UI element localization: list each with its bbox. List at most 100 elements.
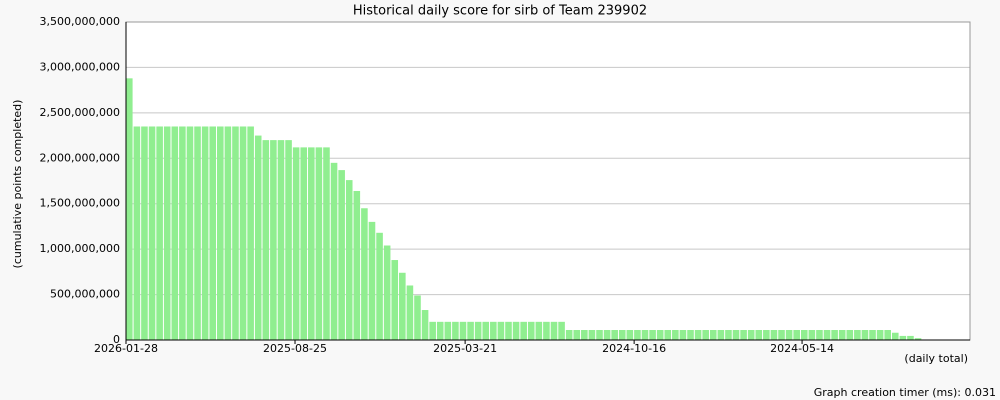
bar: [277, 140, 285, 340]
bar: [861, 330, 869, 340]
bar: [308, 147, 315, 340]
bar: [467, 321, 474, 340]
y-tick-label: 3,000,000,000: [40, 60, 120, 73]
bar: [262, 140, 270, 340]
bar: [361, 208, 368, 340]
bar: [452, 321, 459, 340]
bar: [391, 260, 399, 340]
bar: [634, 330, 641, 340]
bar: [429, 321, 436, 340]
bar: [201, 126, 209, 340]
bar: [854, 330, 861, 340]
bar: [414, 295, 421, 340]
bar: [755, 330, 763, 340]
bar: [126, 78, 133, 341]
bar: [725, 330, 732, 340]
bar: [490, 321, 497, 340]
bar: [778, 330, 785, 340]
bar: [679, 330, 687, 340]
bar: [687, 330, 694, 340]
bar: [770, 330, 778, 340]
footer: Graph creation timer (ms): 0.031: [814, 386, 996, 399]
bar: [186, 126, 194, 340]
bar: [914, 338, 922, 340]
bar: [543, 321, 550, 340]
bar: [505, 321, 512, 340]
x-tick-label: 2024-05-14: [770, 342, 834, 355]
y-tick-label: 2,500,000,000: [40, 106, 120, 119]
bar: [800, 330, 808, 340]
bar: [846, 330, 854, 340]
bar: [717, 330, 725, 340]
bar: [527, 321, 535, 340]
bar: [793, 330, 800, 340]
bar: [891, 332, 899, 340]
bar: [512, 321, 520, 340]
bar: [163, 126, 171, 340]
bar: [436, 321, 444, 340]
bar: [641, 330, 649, 340]
bar: [224, 126, 232, 340]
y-tick-label: 500,000,000: [50, 288, 120, 301]
bar: [603, 330, 611, 340]
bar: [209, 126, 217, 340]
bar: [535, 321, 543, 340]
bar: [838, 330, 846, 340]
bar: [141, 126, 148, 340]
bar: [899, 335, 907, 340]
bar: [156, 126, 163, 340]
y-tick-label: 3,500,000,000: [40, 15, 120, 28]
bar: [649, 330, 656, 340]
bar: [831, 330, 838, 340]
bar: [368, 221, 376, 340]
bar: [869, 330, 876, 340]
bar: [247, 126, 254, 340]
bar: [474, 321, 482, 340]
bar: [732, 330, 740, 340]
y-tick-label: 1,000,000,000: [40, 242, 120, 255]
bar: [588, 330, 596, 340]
bar: [747, 330, 755, 340]
bar: [702, 330, 709, 340]
bar: [300, 147, 308, 340]
bar: [171, 126, 179, 340]
bar: [232, 126, 239, 340]
bar: [709, 330, 717, 340]
bar: [876, 330, 884, 340]
y-axis-label: (cumulative points completed): [11, 100, 24, 269]
bar: [444, 321, 452, 340]
chart-title: Historical daily score for sirb of Team …: [353, 4, 647, 19]
bar: [239, 126, 247, 340]
bar: [270, 140, 277, 340]
bar: [292, 147, 300, 340]
bar: [596, 330, 603, 340]
bar: [664, 330, 672, 340]
bar: [217, 126, 224, 340]
bar: [581, 330, 588, 340]
bar: [148, 126, 156, 340]
bar: [520, 321, 527, 340]
y-tick-label: 1,500,000,000: [40, 197, 120, 210]
bar: [338, 170, 345, 340]
bar: [573, 330, 581, 340]
bar: [254, 135, 262, 340]
x-tick-label: 2025-08-25: [263, 342, 327, 355]
bar: [315, 147, 323, 340]
bar: [884, 330, 891, 340]
x-tick-label: 2026-01-28: [94, 342, 158, 355]
bar: [179, 126, 186, 340]
bar: [482, 321, 490, 340]
bar: [656, 330, 664, 340]
bar: [285, 140, 292, 340]
bar: [345, 180, 353, 340]
bar: [672, 330, 679, 340]
bar: [565, 330, 573, 340]
bar: [406, 285, 414, 340]
bar: [816, 330, 823, 340]
bar: [330, 162, 338, 340]
bar: [626, 330, 634, 340]
bar: [550, 321, 558, 340]
bar: [497, 321, 505, 340]
